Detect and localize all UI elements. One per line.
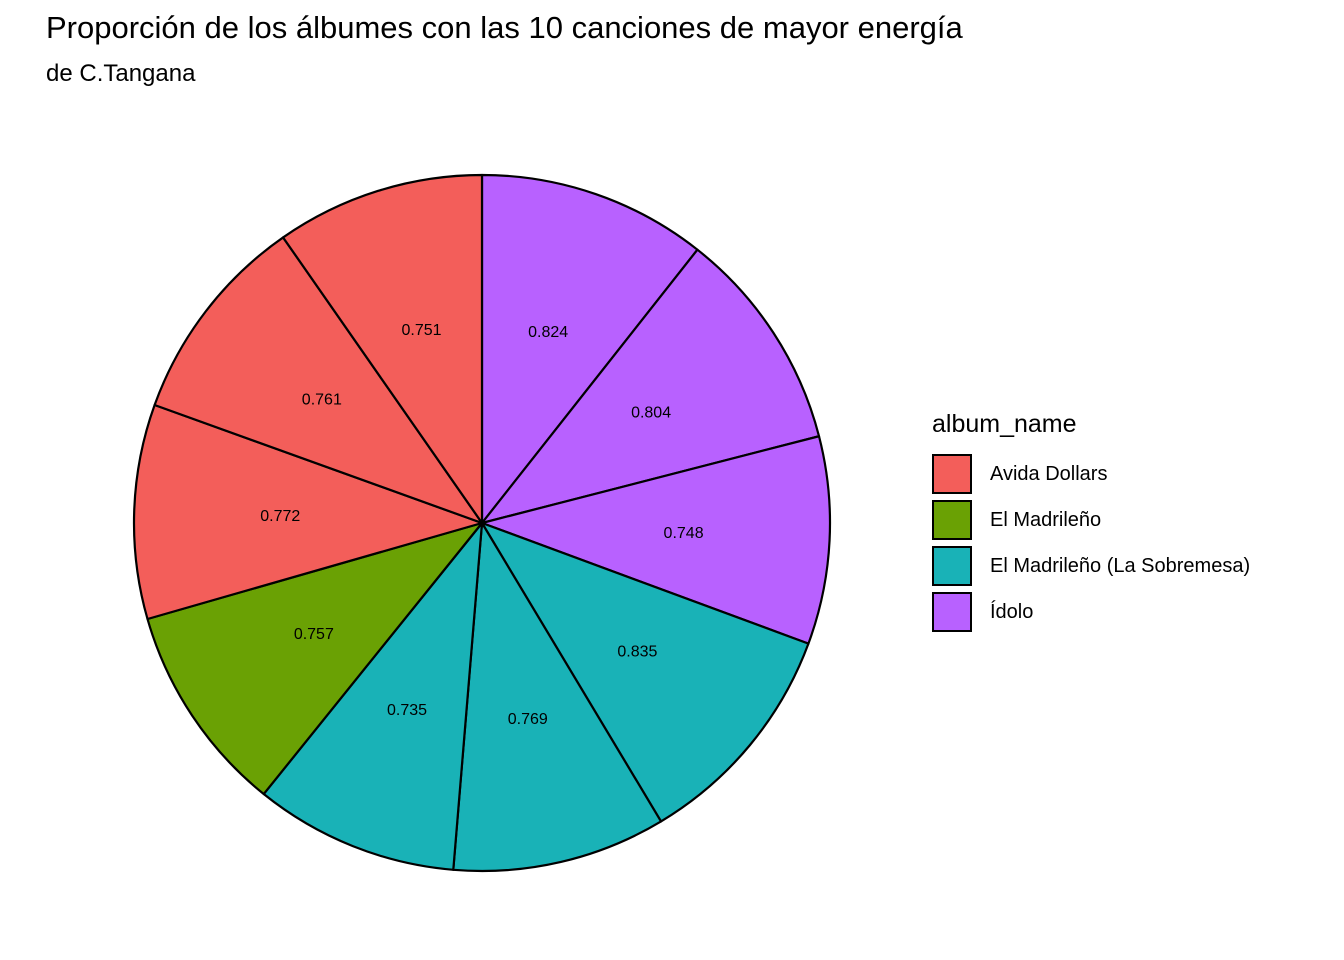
chart-subtitle: de C.Tangana <box>46 60 196 87</box>
legend-swatch <box>932 500 972 540</box>
legend: album_name Avida Dollars El Madrileño El… <box>932 410 1250 635</box>
slice-value-label: 0.769 <box>508 711 548 728</box>
pie-slice <box>452 521 663 873</box>
slice-value-label: 0.748 <box>664 525 704 542</box>
slice-value-label: 0.735 <box>387 702 427 719</box>
legend-item-el-madrileno: El Madrileño <box>932 497 1250 543</box>
slice-value-label: 0.751 <box>402 322 442 339</box>
legend-item-idolo: Ídolo <box>932 589 1250 635</box>
legend-label: Ídolo <box>990 600 1034 623</box>
legend-label: El Madrileño <box>990 508 1102 531</box>
slice-value-label: 0.772 <box>260 508 300 525</box>
slice-value-label: 0.835 <box>617 643 657 660</box>
pie-slice <box>146 521 484 796</box>
pie-slice <box>132 403 484 621</box>
slice-value-label: 0.757 <box>294 626 334 643</box>
legend-item-avida-dollars: Avida Dollars <box>932 451 1250 497</box>
legend-swatch <box>932 546 972 586</box>
pie-slice <box>480 521 810 823</box>
pie-slice <box>480 435 832 645</box>
chart-title: Proporción de los álbumes con las 10 can… <box>46 10 963 45</box>
legend-label: El Madrileño (La Sobremesa) <box>990 554 1251 577</box>
pie-slice <box>480 173 699 525</box>
legend-label: Avida Dollars <box>990 462 1108 485</box>
legend-swatch <box>932 454 972 494</box>
legend-title: album_name <box>932 410 1077 438</box>
pie-slice <box>262 521 484 871</box>
pie-slice <box>153 236 484 525</box>
pie-slice <box>480 248 821 525</box>
slice-value-label: 0.804 <box>631 404 671 421</box>
slice-value-label: 0.761 <box>302 392 342 409</box>
pie-slice <box>282 173 484 525</box>
legend-item-el-madrileno-sobremesa: El Madrileño (La Sobremesa) <box>932 543 1250 589</box>
legend-swatch <box>932 592 972 632</box>
slice-value-label: 0.824 <box>528 324 568 341</box>
